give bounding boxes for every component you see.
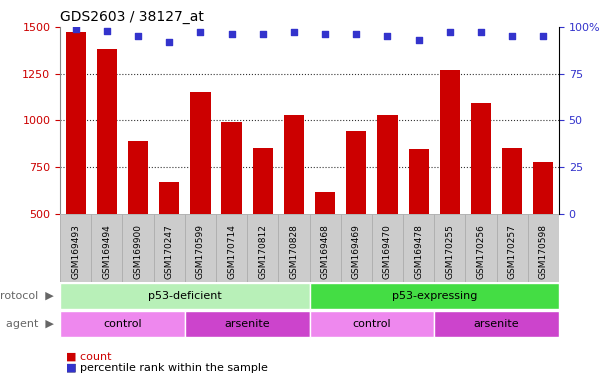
Point [414,37,424,43]
Bar [440,70,460,214]
Bar [465,214,496,282]
Text: p53-deficient: p53-deficient [148,291,222,301]
Text: protocol  ▶: protocol ▶ [0,291,54,301]
Text: GSM170257: GSM170257 [508,224,517,279]
Point [383,33,392,39]
Text: arsenite: arsenite [224,319,270,329]
Bar [434,214,465,282]
Point [165,39,174,45]
Bar [247,214,278,282]
Bar [97,49,117,214]
Text: GSM169468: GSM169468 [320,224,329,279]
Point [71,26,81,32]
Text: agent  ▶: agent ▶ [6,319,54,329]
Bar [123,214,154,282]
Bar [252,148,273,214]
Text: GSM169470: GSM169470 [383,224,392,279]
Bar [185,311,310,336]
Bar [372,214,403,282]
Bar [128,141,148,214]
Bar [341,214,372,282]
Text: GSM170255: GSM170255 [445,224,454,279]
Text: GSM170247: GSM170247 [165,224,174,278]
Text: ■ count: ■ count [66,351,112,361]
Bar [346,131,367,214]
Bar [310,311,434,336]
Text: GSM170828: GSM170828 [290,224,299,279]
Bar [310,283,559,308]
Bar [284,114,304,214]
Point [538,33,548,39]
Point [227,31,236,37]
Bar [278,214,310,282]
Bar [377,114,398,214]
Point [195,30,205,36]
Point [289,30,299,36]
Text: GSM169900: GSM169900 [133,224,142,279]
Bar [91,214,123,282]
Bar [60,214,91,282]
Bar [159,182,179,214]
Text: ■: ■ [66,363,76,373]
Text: GSM170812: GSM170812 [258,224,267,279]
Bar [471,103,491,214]
Bar [315,192,335,214]
Point [258,31,267,37]
Text: control: control [353,319,391,329]
Bar [154,214,185,282]
Point [133,33,143,39]
Text: GDS2603 / 38127_at: GDS2603 / 38127_at [60,10,204,25]
Bar [191,92,210,214]
Point [320,31,330,37]
Text: arsenite: arsenite [474,319,519,329]
Text: GSM170599: GSM170599 [196,224,205,279]
Bar [403,214,434,282]
Text: ■ percentile rank within the sample: ■ percentile rank within the sample [66,363,268,373]
Text: GSM169493: GSM169493 [71,224,80,279]
Text: GSM169478: GSM169478 [414,224,423,279]
Bar [66,33,86,214]
Point [445,30,454,36]
Bar [221,122,242,214]
Bar [496,214,528,282]
Text: GSM170714: GSM170714 [227,224,236,279]
Point [507,33,517,39]
Bar [533,162,554,214]
Bar [310,214,341,282]
Text: GSM170256: GSM170256 [477,224,486,279]
Bar [502,148,522,214]
Text: GSM170598: GSM170598 [539,224,548,279]
Text: GSM169494: GSM169494 [102,224,111,278]
Point [352,31,361,37]
Bar [60,311,185,336]
Bar [185,214,216,282]
Bar [434,311,559,336]
Bar [60,283,310,308]
Bar [528,214,559,282]
Bar [216,214,247,282]
Bar [409,149,429,214]
Text: p53-expressing: p53-expressing [391,291,477,301]
Point [102,28,112,34]
Text: control: control [103,319,142,329]
Point [476,30,486,36]
Text: GSM169469: GSM169469 [352,224,361,279]
